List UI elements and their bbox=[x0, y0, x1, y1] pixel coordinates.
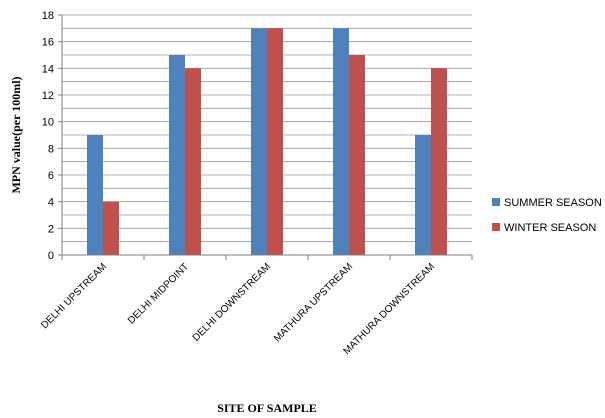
bar-winter-season-2 bbox=[185, 68, 201, 255]
legend: SUMMER SEASON WINTER SEASON bbox=[492, 197, 602, 234]
y-axis-title: MPN value(per 100ml) bbox=[9, 76, 23, 193]
legend-swatch-winter-season bbox=[492, 223, 500, 231]
x-tick-label: DELHI MIDPOINT bbox=[126, 261, 191, 326]
x-tick-label: MATHURA UPSTREAM bbox=[272, 261, 355, 344]
y-tick-label: 12 bbox=[42, 90, 54, 102]
x-tick-label: DELHI DOWNSTREAM bbox=[191, 261, 273, 343]
y-tick-label: 10 bbox=[42, 117, 54, 129]
x-tick-labels: DELHI UPSTREAM DELHI MIDPOINT DELHI DOWNST… bbox=[39, 261, 437, 357]
y-tick-label: 18 bbox=[42, 10, 54, 22]
legend-label-winter-season: WINTER SEASON bbox=[504, 222, 596, 234]
x-tick-label: MATHURA DOWNSTREAM bbox=[341, 261, 437, 357]
axes bbox=[61, 15, 473, 260]
y-tick-label: 6 bbox=[48, 170, 54, 182]
bar-winter-season-1 bbox=[103, 201, 119, 255]
y-tick-label: 8 bbox=[48, 143, 54, 155]
y-tick-labels: 0 2 4 6 8 10 12 14 16 18 bbox=[42, 10, 62, 262]
bar-winter-season-5 bbox=[431, 68, 447, 255]
legend-swatch-summer-season bbox=[492, 198, 500, 206]
y-tick-label: 0 bbox=[48, 250, 54, 262]
bar-summer-season-5 bbox=[415, 135, 431, 255]
bar-summer-season-1 bbox=[87, 135, 103, 255]
bar-summer-season-3 bbox=[251, 28, 267, 256]
bar-winter-season-4 bbox=[349, 55, 365, 255]
x-axis-title: SITE OF SAMPLE bbox=[217, 401, 317, 415]
legend-label-summer-season: SUMMER SEASON bbox=[504, 197, 602, 209]
bars bbox=[87, 28, 447, 256]
bar-winter-season-3 bbox=[267, 28, 283, 256]
y-tick-label: 4 bbox=[48, 197, 54, 209]
y-tick-label: 16 bbox=[42, 37, 54, 49]
x-tick-label: DELHI UPSTREAM bbox=[39, 261, 109, 331]
y-tick-label: 2 bbox=[48, 223, 54, 235]
bar-summer-season-4 bbox=[333, 28, 349, 256]
bar-summer-season-2 bbox=[169, 55, 185, 255]
y-tick-label: 14 bbox=[42, 63, 54, 75]
